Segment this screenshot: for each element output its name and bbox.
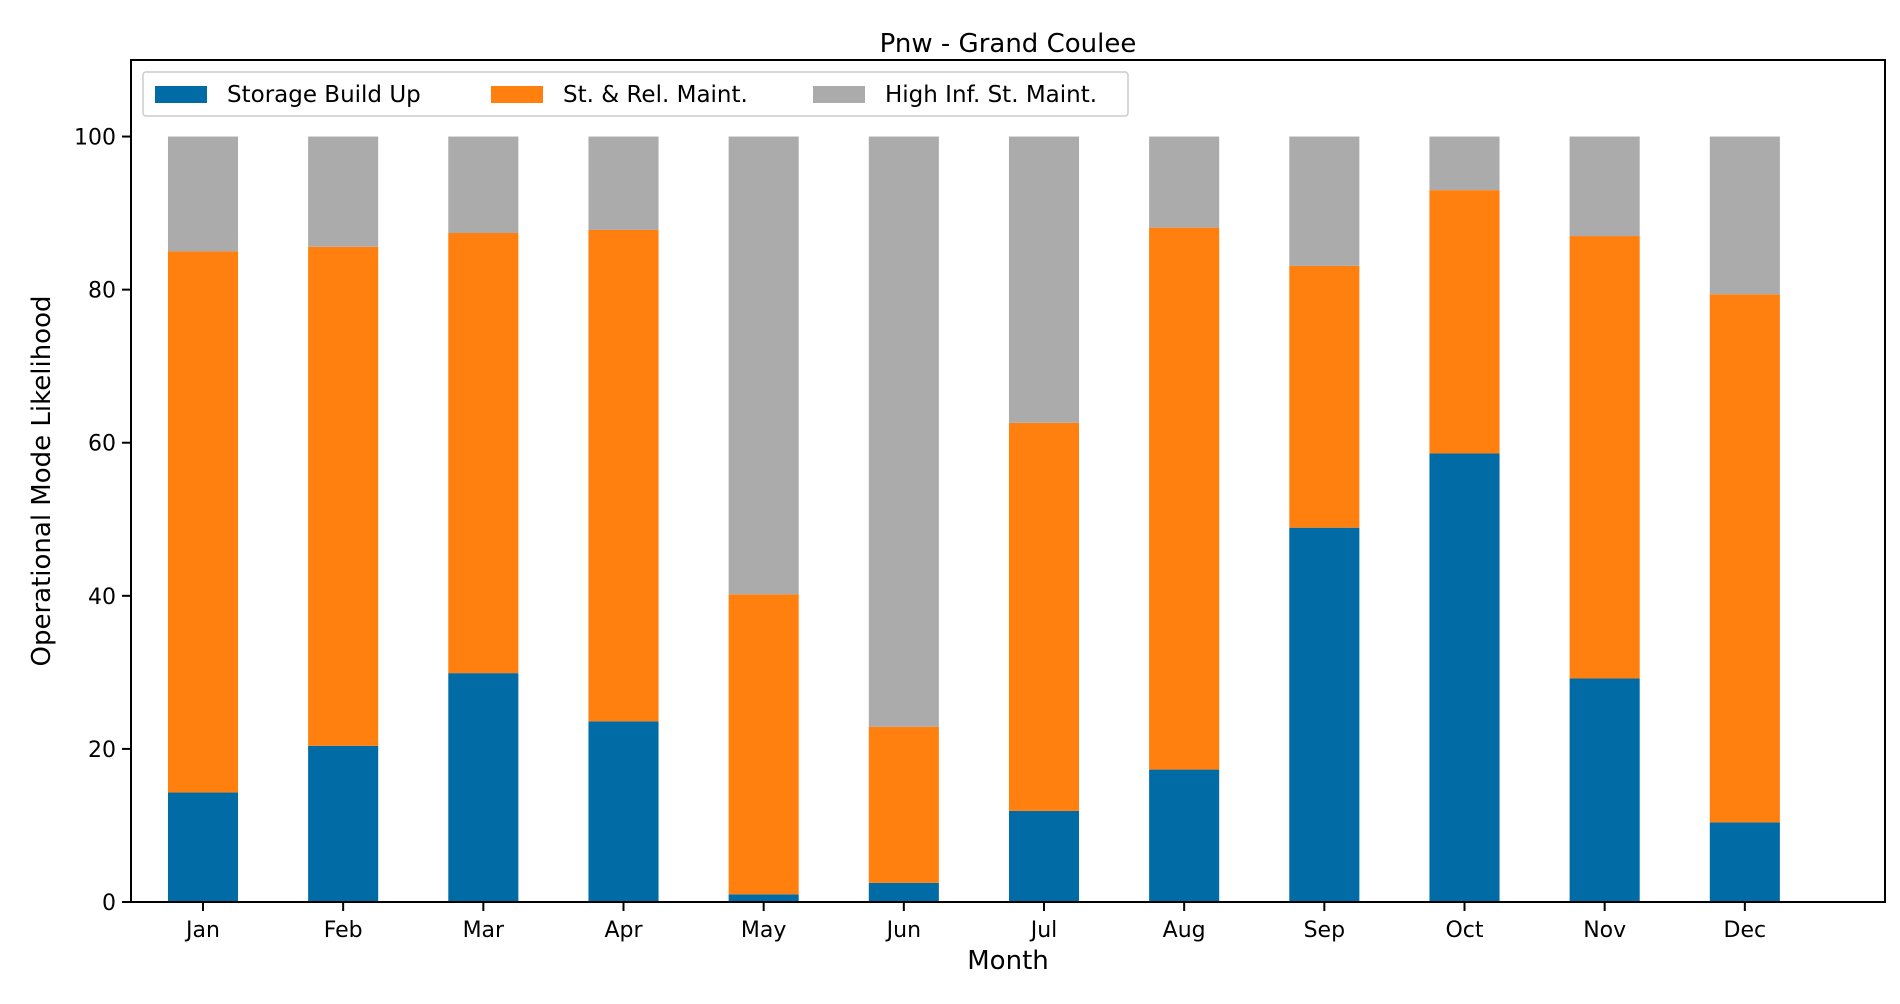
legend-label: St. & Rel. Maint. — [563, 82, 748, 108]
bar-aug-series-0 — [1149, 769, 1220, 902]
bar-feb-series-2 — [308, 136, 379, 247]
y-tick-label: 60 — [88, 432, 116, 457]
bar-jan-series-2 — [167, 136, 239, 252]
x-tick-label: Jul — [1029, 918, 1058, 943]
bar-sep-series-0 — [1289, 527, 1360, 902]
y-tick-label: 20 — [88, 738, 116, 763]
bar-nov-series-2 — [1569, 136, 1640, 237]
x-tick-label: Nov — [1583, 918, 1626, 943]
chart-title: Pnw - Grand Coulee — [880, 29, 1137, 59]
bar-oct-series-1 — [1429, 190, 1500, 454]
bar-jul-series-2 — [1008, 136, 1080, 423]
legend-box — [142, 71, 1129, 117]
ticks-layer: Jan Feb Mar Apr May Jun Jul Aug Sep Oct Nov Dec 0 20 4… — [74, 126, 1766, 943]
bar-apr-series-1 — [588, 229, 659, 722]
bars-layer — [167, 136, 1780, 902]
x-tick-label: May — [741, 918, 786, 943]
x-tick-label: Jan — [184, 918, 220, 943]
legend-swatch — [491, 86, 543, 103]
bar-mar-series-0 — [448, 673, 519, 902]
bar-oct-series-2 — [1429, 136, 1500, 191]
x-axis-label: Month — [967, 946, 1049, 976]
bar-nov-series-0 — [1569, 678, 1640, 902]
y-axis-label: Operational Mode Likelihood — [27, 296, 57, 667]
bar-mar-series-1 — [448, 232, 519, 674]
bar-may-series-0 — [728, 894, 799, 902]
bar-aug-series-1 — [1149, 227, 1220, 770]
legend-swatch — [155, 86, 207, 103]
legend-swatch — [813, 86, 865, 103]
plot-frame — [130, 59, 1886, 903]
bar-nov-series-1 — [1569, 236, 1640, 679]
y-tick-label: 80 — [88, 279, 116, 304]
bar-jul-series-0 — [1008, 810, 1080, 902]
bar-aug-series-2 — [1149, 136, 1220, 228]
bar-jun-series-1 — [868, 726, 939, 883]
bar-feb-series-1 — [308, 246, 379, 746]
bar-mar-series-2 — [448, 136, 519, 233]
x-tick-label: Dec — [1724, 918, 1767, 943]
x-tick-label: Sep — [1304, 918, 1345, 943]
x-tick-label: Mar — [463, 918, 505, 943]
bar-jul-series-1 — [1008, 422, 1080, 811]
x-tick-label: Oct — [1445, 918, 1483, 943]
bar-dec-series-2 — [1709, 136, 1780, 295]
bar-apr-series-2 — [588, 136, 659, 230]
bar-may-series-1 — [728, 594, 799, 895]
x-tick-label: Aug — [1163, 918, 1206, 943]
bar-sep-series-1 — [1289, 265, 1360, 528]
bar-may-series-2 — [728, 136, 799, 595]
bar-oct-series-0 — [1429, 453, 1500, 902]
bar-feb-series-0 — [308, 745, 379, 902]
bar-jan-series-0 — [167, 792, 239, 902]
y-tick-label: 0 — [102, 891, 116, 916]
legend-label: Storage Build Up — [227, 82, 421, 108]
bar-sep-series-2 — [1289, 136, 1360, 266]
bar-dec-series-0 — [1709, 822, 1780, 902]
legend-label: High Inf. St. Maint. — [885, 82, 1097, 108]
bar-jun-series-0 — [868, 882, 939, 902]
y-tick-label: 100 — [74, 126, 116, 151]
bar-jan-series-1 — [167, 251, 239, 793]
x-tick-label: Apr — [604, 918, 643, 943]
x-tick-label: Feb — [324, 918, 363, 943]
bar-apr-series-0 — [588, 721, 659, 902]
y-tick-label: 40 — [88, 585, 116, 610]
bar-jun-series-2 — [868, 136, 939, 727]
bar-dec-series-1 — [1709, 294, 1780, 823]
legend: Storage Build Up St. & Rel. Maint. High In… — [142, 71, 1129, 117]
x-tick-label: Jun — [885, 918, 921, 943]
